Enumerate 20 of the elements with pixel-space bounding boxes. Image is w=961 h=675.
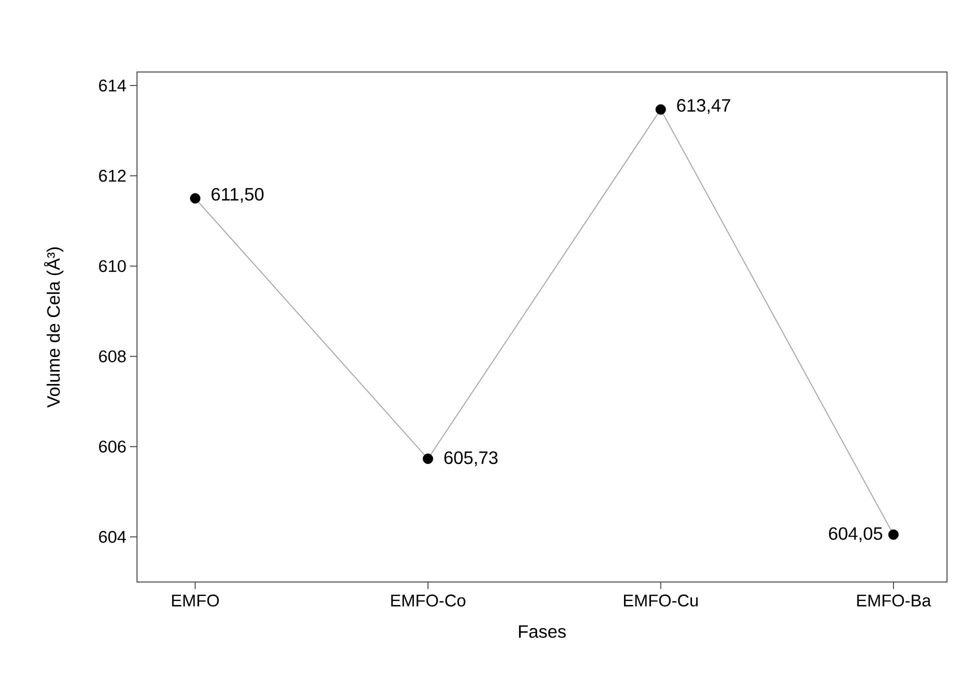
y-tick-label: 614 — [99, 80, 126, 92]
x-tick-label: EMFO-Co — [391, 594, 466, 607]
x-tick-label: EMFO — [172, 594, 219, 607]
x-axis-title: Fases — [519, 625, 566, 638]
y-tick-label: 608 — [99, 350, 126, 362]
point — [656, 104, 666, 115]
y-tick-label: 604 — [99, 530, 126, 543]
data-label: 604,05 — [829, 527, 882, 542]
point — [422, 454, 434, 464]
data-label: 613,47 — [677, 99, 730, 114]
y-tick-label: 612 — [99, 170, 126, 182]
y-tick-label: 610 — [99, 260, 126, 272]
y-axis-title: Volume de Cela (Å³) — [44, 247, 64, 408]
x-tick-label: EMFO-Ba — [857, 594, 932, 607]
point — [190, 193, 200, 204]
x-tick-label: EMFO-Cu — [624, 594, 698, 607]
data-label: 605,73 — [444, 451, 498, 466]
y-tick-label: 606 — [99, 440, 126, 453]
data-label: 611,50 — [212, 188, 264, 203]
point — [888, 529, 899, 540]
